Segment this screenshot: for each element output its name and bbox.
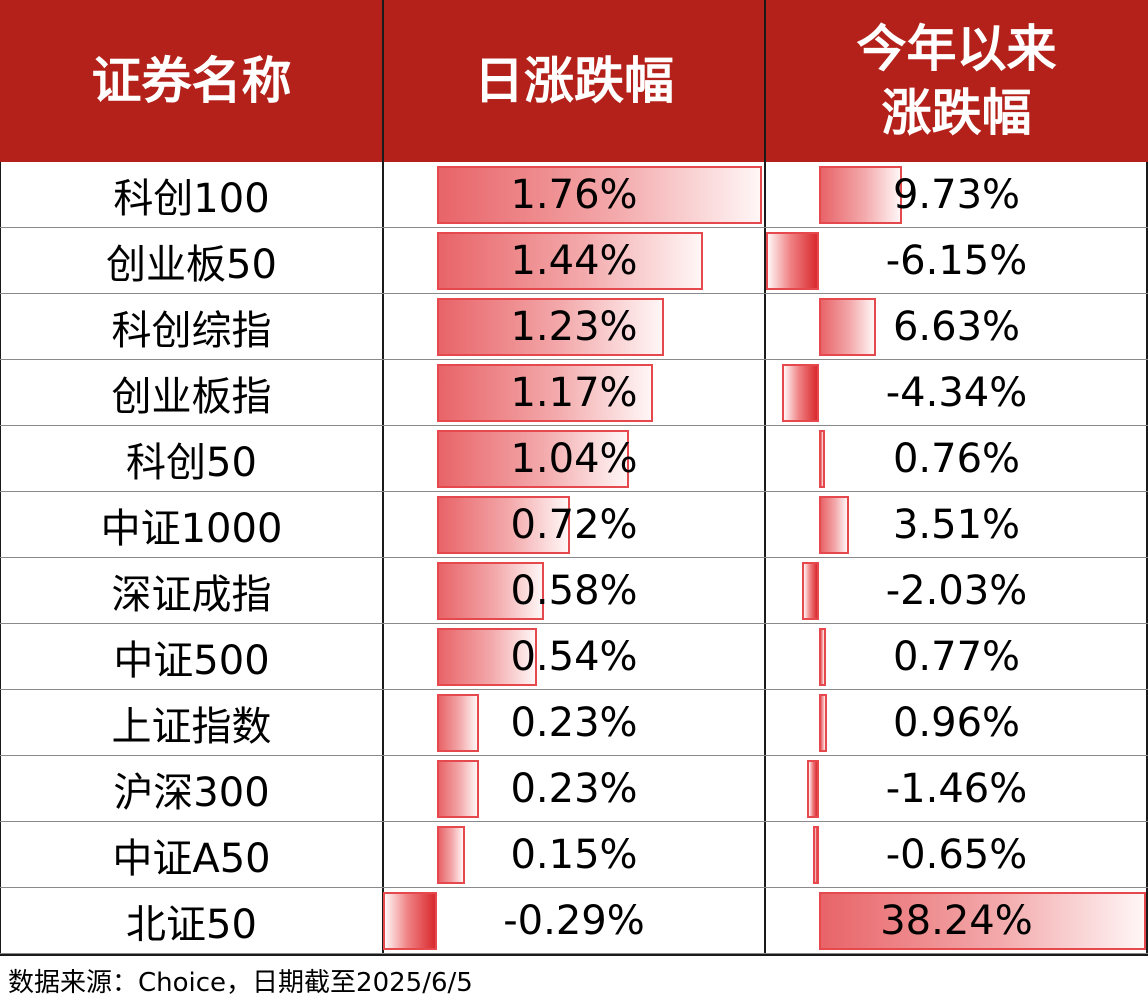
ytd-bar (819, 166, 903, 224)
column-divider (764, 0, 766, 954)
column-divider (382, 0, 384, 954)
ytd-value: -2.03% (885, 568, 1028, 614)
daily-value: 1.76% (510, 172, 638, 218)
ytd-value: 9.73% (892, 172, 1021, 218)
ytd-bar (801, 562, 819, 620)
daily-value: 0.54% (510, 634, 638, 680)
daily-value: 0.58% (510, 568, 638, 614)
ytd-value: 3.51% (892, 502, 1021, 548)
ytd-bar (819, 298, 876, 356)
daily-value: 1.17% (510, 370, 638, 416)
row-name: 北证50 (126, 902, 257, 948)
row-name: 科创50 (126, 440, 257, 486)
row-divider (0, 887, 1148, 888)
row-name: 中证1000 (100, 506, 283, 552)
header-security-name-label: 证券名称 (91, 52, 292, 110)
row-divider (0, 227, 1148, 228)
daily-bar (437, 166, 762, 224)
header-daily-change-label: 日涨跌幅 (474, 52, 674, 110)
ytd-bar (819, 628, 826, 686)
daily-value: 0.23% (510, 766, 638, 812)
header-security-name: 证券名称 (0, 0, 383, 162)
row-divider (0, 359, 1148, 360)
ytd-bar (766, 232, 819, 290)
column-divider (0, 162, 1, 954)
row-name: 创业板50 (106, 242, 277, 288)
daily-value: 1.04% (510, 436, 638, 482)
daily-bar (437, 826, 465, 884)
ytd-bar (819, 694, 828, 752)
ytd-bar (806, 760, 819, 818)
table-bottom-border (0, 954, 1148, 956)
row-name: 中证A50 (112, 836, 271, 882)
row-divider (0, 623, 1148, 624)
row-divider (0, 557, 1148, 558)
ytd-bar (819, 892, 1146, 950)
header-ytd-change-line2: 涨跌幅 (881, 84, 1032, 142)
ytd-value: -4.34% (885, 370, 1028, 416)
daily-bar (437, 628, 537, 686)
ytd-value: 0.96% (892, 700, 1021, 746)
daily-value: 0.72% (510, 502, 638, 548)
daily-bar (437, 562, 545, 620)
daily-bar (437, 430, 630, 488)
ytd-bar (819, 430, 826, 488)
daily-value: -0.29% (503, 898, 645, 944)
table-header (0, 0, 1148, 162)
header-ytd-change: 今年以来 涨跌幅 (765, 0, 1148, 162)
ytd-bar (813, 826, 819, 884)
ytd-value: -0.65% (885, 832, 1028, 878)
row-name: 科创100 (113, 176, 270, 222)
row-name: 沪深300 (113, 770, 270, 816)
ytd-value: 6.63% (892, 304, 1021, 350)
row-divider (0, 425, 1148, 426)
row-divider (0, 689, 1148, 690)
daily-bar (437, 298, 665, 356)
daily-bar (437, 364, 654, 422)
row-divider (0, 953, 1148, 954)
ytd-value: -1.46% (885, 766, 1028, 812)
daily-value: 0.23% (510, 700, 638, 746)
row-divider (0, 755, 1148, 756)
ytd-value: 38.24% (880, 898, 1033, 944)
row-name: 深证成指 (111, 572, 272, 618)
daily-bar (437, 694, 480, 752)
row-name: 上证指数 (111, 704, 272, 750)
header-ytd-change-line1: 今年以来 (856, 20, 1057, 78)
daily-bar (437, 232, 703, 290)
daily-bar (383, 892, 437, 950)
ytd-bar (781, 364, 819, 422)
ytd-bar (819, 496, 849, 554)
row-divider (0, 491, 1148, 492)
ytd-value: -6.15% (885, 238, 1028, 284)
header-daily-change: 日涨跌幅 (383, 0, 765, 162)
ytd-value: 0.77% (892, 634, 1021, 680)
row-name: 科创综指 (111, 308, 272, 354)
daily-value: 1.23% (510, 304, 638, 350)
ytd-value: 0.76% (892, 436, 1021, 482)
row-name: 中证500 (113, 638, 270, 684)
source-note: 数据来源：Choice，日期截至2025/6/5 (8, 967, 473, 998)
daily-value: 0.15% (510, 832, 638, 878)
column-divider (1146, 162, 1148, 954)
daily-value: 1.44% (510, 238, 638, 284)
daily-bar (437, 496, 570, 554)
row-name: 创业板指 (111, 374, 272, 420)
daily-bar (437, 760, 480, 818)
row-divider (0, 293, 1148, 294)
row-divider (0, 821, 1148, 822)
